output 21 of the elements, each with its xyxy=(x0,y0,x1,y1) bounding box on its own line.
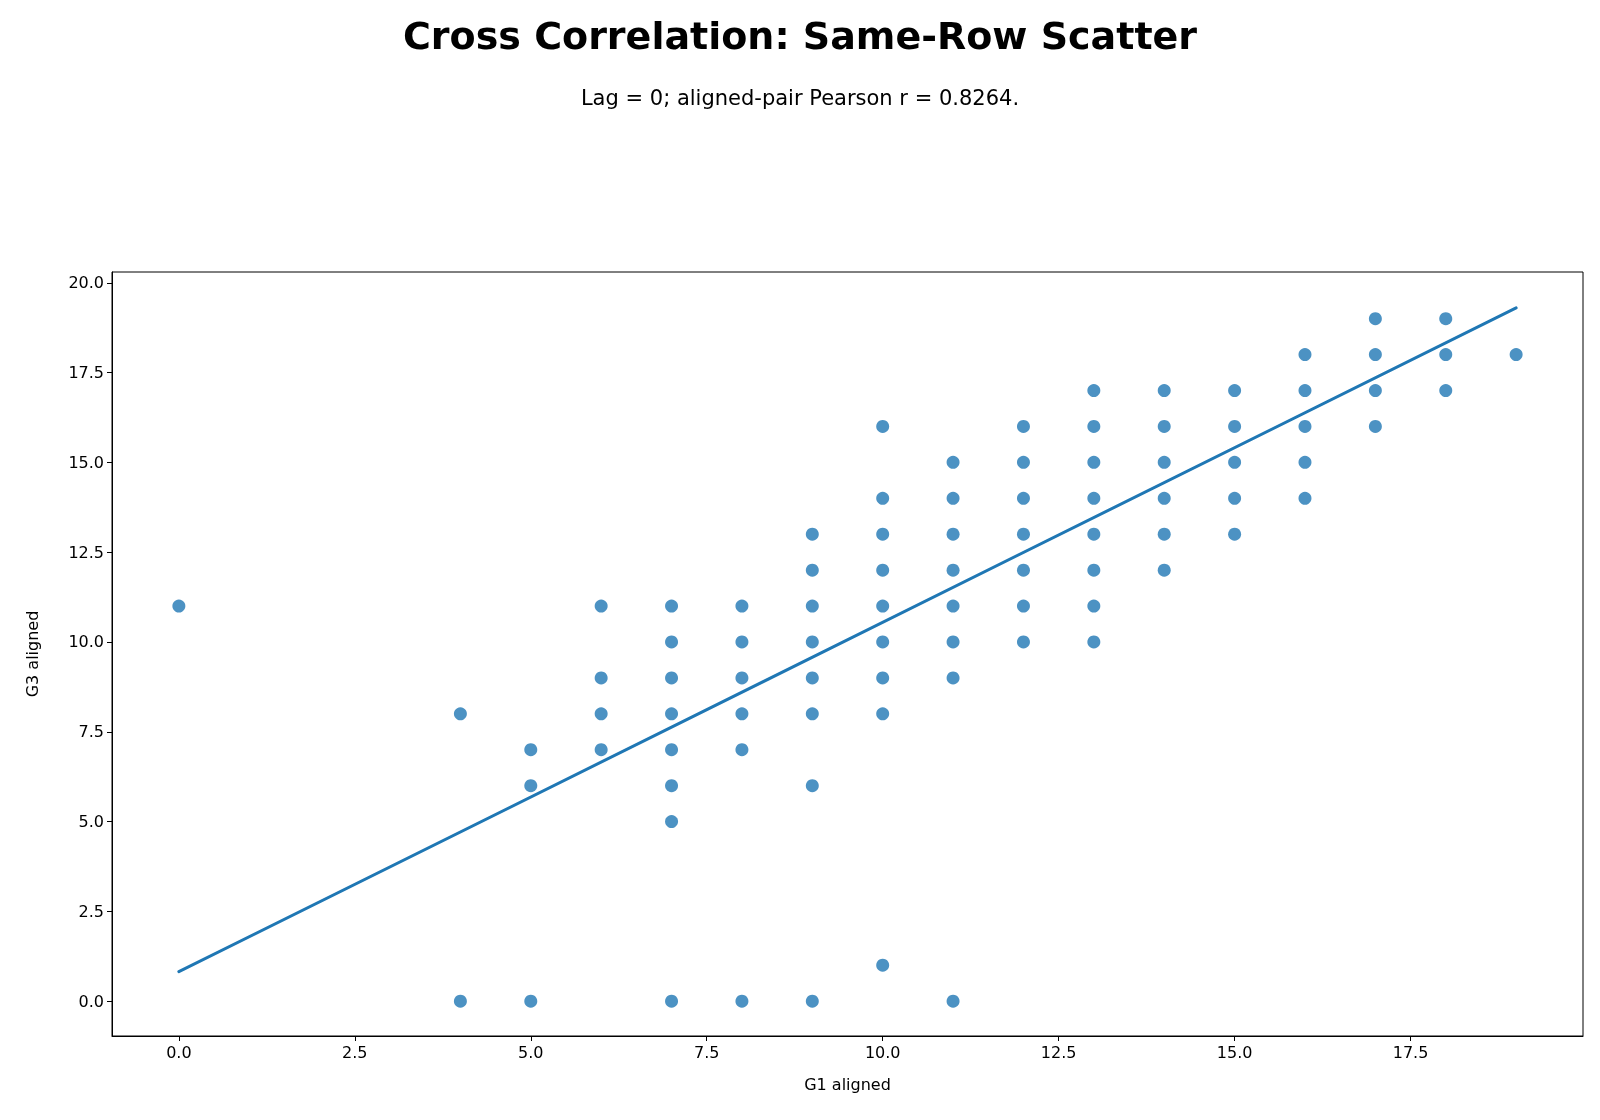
x-tick-label: 5.0 xyxy=(518,1042,544,1062)
y-tick-label: 12.5 xyxy=(68,542,104,562)
y-tick-label: 0.0 xyxy=(78,991,104,1011)
x-tick-label: 0.0 xyxy=(166,1042,192,1062)
y-tick-label: 2.5 xyxy=(78,901,104,921)
y-tick-label: 5.0 xyxy=(78,812,104,832)
x-axis-title: G1 aligned xyxy=(804,1074,891,1094)
x-tick-label: 12.5 xyxy=(1040,1042,1077,1062)
x-tick-label: 15.0 xyxy=(1216,1042,1253,1062)
y-tick-label: 15.0 xyxy=(68,452,104,472)
y-tick-label: 20.0 xyxy=(68,273,104,293)
x-tick-label: 10.0 xyxy=(864,1042,901,1062)
x-tick-label: 2.5 xyxy=(342,1042,368,1062)
y-tick-label: 17.5 xyxy=(68,363,104,383)
x-tick-label: 17.5 xyxy=(1392,1042,1429,1062)
x-tick-label: 7.5 xyxy=(694,1042,720,1062)
y-tick-label: 10.0 xyxy=(68,632,104,652)
y-axis-title: G3 aligned xyxy=(22,610,42,698)
chart-title: Cross Correlation: Same-Row Scatter xyxy=(402,14,1198,58)
y-tick-label: 7.5 xyxy=(78,722,104,742)
chart-subtitle: Lag = 0; aligned-pair Pearson r = 0.8264. xyxy=(580,85,1020,110)
